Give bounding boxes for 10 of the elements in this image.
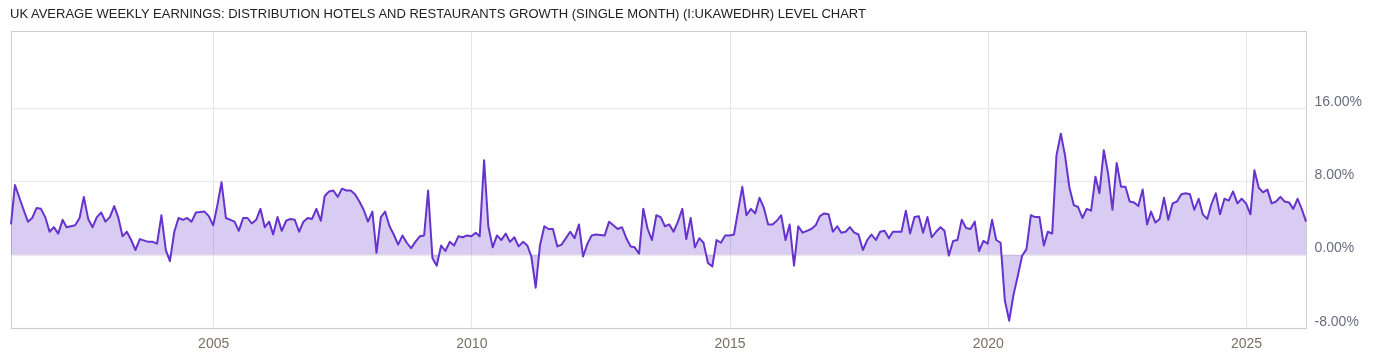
y-tick-label: 16.00% (1314, 92, 1362, 109)
y-tick-label: 0.00% (1314, 239, 1355, 256)
x-tick-label: 2015 (714, 334, 746, 351)
x-tick-label: 2010 (456, 334, 488, 351)
y-tick-label: -8.00% (1314, 312, 1359, 329)
x-tick-label: 2025 (1230, 334, 1263, 351)
chart-title: UK AVERAGE WEEKLY EARNINGS: DISTRIBUTION HOTELS AND RESTAURANTS GROWTH (SINGLE MONTH) (I:UKAWEDHR) LEVEL CHART (10, 6, 867, 21)
x-tick-label: 2005 (198, 334, 230, 351)
x-tick-label: 2020 (972, 334, 1005, 351)
y-tick-label: 8.00% (1314, 165, 1355, 182)
